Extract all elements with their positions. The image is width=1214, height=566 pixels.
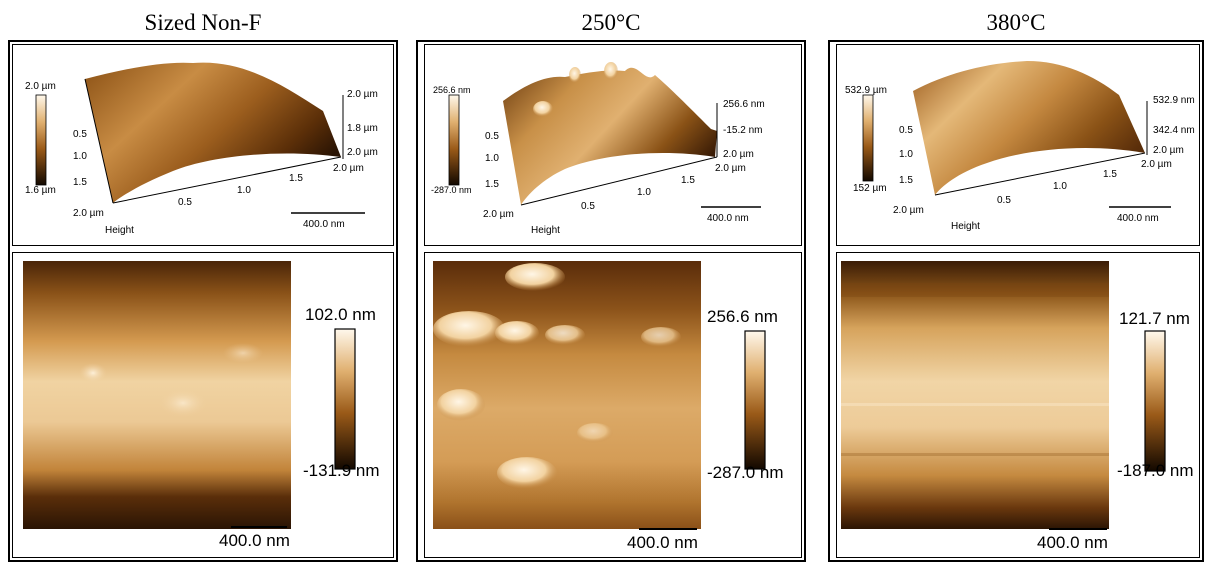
scalebar-label: 400.0 nm <box>627 533 698 552</box>
z-tick: 256.6 nm <box>723 99 765 110</box>
afm-3d-surface <box>35 62 365 214</box>
left-tick: 1.5 <box>899 175 913 186</box>
color-scale-bar <box>35 94 47 186</box>
scalebar-label: 400.0 nm <box>219 531 290 550</box>
afm-height-image <box>841 261 1109 529</box>
left-tick: 2.0 µm <box>483 209 514 220</box>
channel-label: Height <box>531 225 560 236</box>
afm-panel: 256.6 nm -287.0 nm 256.6 nm -15.2 nm 2.0… <box>416 40 806 562</box>
z-tick: 2.0 µm <box>347 89 378 100</box>
scalebar-label: 400.0 nm <box>1037 533 1108 552</box>
left-tick: 1.0 <box>73 151 87 162</box>
afm-panel: 2.0 µm 1.6 µm 2.0 µm 1.8 µm 2.0 µm 0.5 1… <box>8 40 398 562</box>
afm-3d-view: 2.0 µm 1.6 µm 2.0 µm 1.8 µm 2.0 µm 0.5 1… <box>12 44 394 246</box>
afm-3d-view: 532.9 µm 152 µm 532.9 nm 342.4 nm 2.0 µm… <box>836 44 1200 246</box>
scale-top-label: 102.0 nm <box>305 305 376 324</box>
left-tick: 0.5 <box>899 125 913 136</box>
color-scale-bar <box>448 94 460 186</box>
z-tick: 342.4 nm <box>1153 125 1195 136</box>
left-tick: 0.5 <box>73 129 87 140</box>
column-title: 380°C <box>986 10 1046 35</box>
afm-height-image <box>23 261 291 529</box>
scale-bottom-label: -287.0 nm <box>707 463 784 482</box>
bottom-tick: 2.0 µm <box>333 163 364 174</box>
scale-bottom-label: 152 µm <box>853 183 887 194</box>
bottom-tick: 0.5 <box>997 195 1011 206</box>
bottom-tick: 0.5 <box>581 201 595 212</box>
afm-2d-view: 121.7 nm -187.0 nm 400.0 nm <box>836 252 1200 558</box>
bottom-tick: 2.0 µm <box>1141 159 1172 170</box>
channel-label: Height <box>951 221 980 232</box>
left-tick: 1.0 <box>485 153 499 164</box>
z-tick: 532.9 nm <box>1153 95 1195 106</box>
left-tick: 1.5 <box>485 179 499 190</box>
left-tick: 2.0 µm <box>73 208 104 219</box>
afm-panel: 532.9 µm 152 µm 532.9 nm 342.4 nm 2.0 µm… <box>828 40 1204 562</box>
left-tick: 1.5 <box>73 177 87 188</box>
bottom-tick: 1.5 <box>681 175 695 186</box>
afm-2d-view: 256.6 nm -287.0 nm 400.0 nm <box>424 252 802 558</box>
column-title: Sized Non-F <box>144 10 262 35</box>
color-scale-bar <box>744 330 766 470</box>
z-tick: 2.0 µm <box>723 149 754 160</box>
scale-top-label: 121.7 nm <box>1119 309 1190 328</box>
color-scale-bar <box>862 94 874 182</box>
z-tick: 2.0 µm <box>347 147 378 158</box>
surface-mesh <box>85 62 341 203</box>
bottom-tick: 1.0 <box>1053 181 1067 192</box>
scale-bottom-label: 1.6 µm <box>25 185 56 196</box>
bottom-tick: 2.0 µm <box>715 163 746 174</box>
afm-3d-view: 256.6 nm -287.0 nm 256.6 nm -15.2 nm 2.0… <box>424 44 802 246</box>
surface-mesh <box>913 61 1145 195</box>
scale-bottom-label: -287.0 nm <box>431 185 472 195</box>
color-scale-bar <box>1144 330 1166 472</box>
surface-mesh <box>503 67 717 205</box>
bottom-tick: 1.5 <box>289 173 303 184</box>
bottom-tick: 0.5 <box>178 197 192 208</box>
scalebar-label: 400.0 nm <box>707 213 749 224</box>
scale-top-label: 256.6 nm <box>433 85 471 95</box>
afm-2d-view: 102.0 nm -131.9 nm 400.0 nm <box>12 252 394 558</box>
left-tick: 2.0 µm <box>893 205 924 216</box>
z-tick: -15.2 nm <box>723 125 763 136</box>
scale-bottom-label: -131.9 nm <box>303 461 380 480</box>
bottom-tick: 1.0 <box>637 187 651 198</box>
left-tick: 1.0 <box>899 149 913 160</box>
column-title: 250°C <box>581 10 641 35</box>
scale-bottom-label: -187.0 nm <box>1117 461 1194 480</box>
z-tick: 1.8 µm <box>347 123 378 134</box>
scale-top-label: 2.0 µm <box>25 81 56 92</box>
afm-3d-surface <box>862 61 1171 208</box>
scalebar-label: 400.0 nm <box>303 219 345 230</box>
channel-label: Height <box>105 225 134 236</box>
scale-top-label: 256.6 nm <box>707 307 778 326</box>
left-tick: 0.5 <box>485 131 499 142</box>
bottom-tick: 1.0 <box>237 185 251 196</box>
color-scale-bar <box>334 328 356 470</box>
afm-3d-surface <box>448 62 761 208</box>
scale-top-label: 532.9 µm <box>845 85 887 96</box>
bottom-tick: 1.5 <box>1103 169 1117 180</box>
z-tick: 2.0 µm <box>1153 145 1184 156</box>
scalebar-label: 400.0 nm <box>1117 213 1159 224</box>
